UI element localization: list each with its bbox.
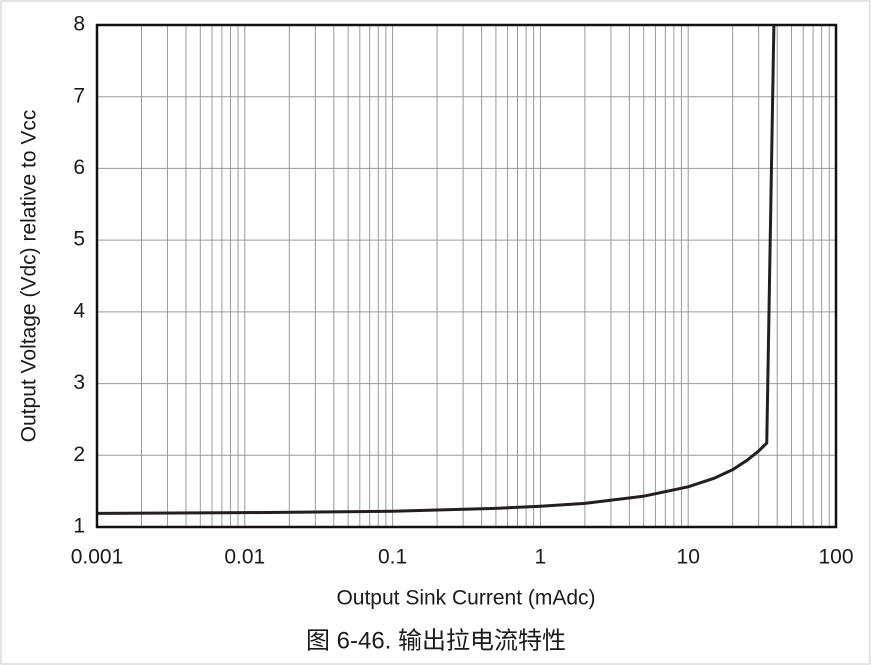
y-tick-label: 3 <box>73 371 85 394</box>
y-axis-label: Output Voltage (Vdc) relative to Vcc <box>18 110 41 443</box>
x-tick-label: 10 <box>677 546 700 569</box>
y-tick-label: 4 <box>73 299 85 322</box>
x-axis-label: Output Sink Current (mAdc) <box>336 587 595 610</box>
y-tick-label: 2 <box>73 443 85 466</box>
x-tick-label: 0.01 <box>224 546 265 569</box>
x-tick-label: 0.001 <box>71 546 124 569</box>
x-tick-label: 1 <box>535 546 547 569</box>
y-tick-label: 5 <box>73 228 85 251</box>
x-tick-label: 100 <box>818 546 853 569</box>
y-tick-label: 6 <box>73 156 85 179</box>
y-tick-label: 1 <box>73 515 85 538</box>
plot-border <box>95 23 838 529</box>
x-tick-label: 0.1 <box>378 546 407 569</box>
y-tick-label: 7 <box>73 84 85 107</box>
caption: 图 6-46. 输出拉电流特性 <box>306 627 566 654</box>
y-tick-label: 8 <box>73 13 85 36</box>
line-series <box>96 24 776 515</box>
